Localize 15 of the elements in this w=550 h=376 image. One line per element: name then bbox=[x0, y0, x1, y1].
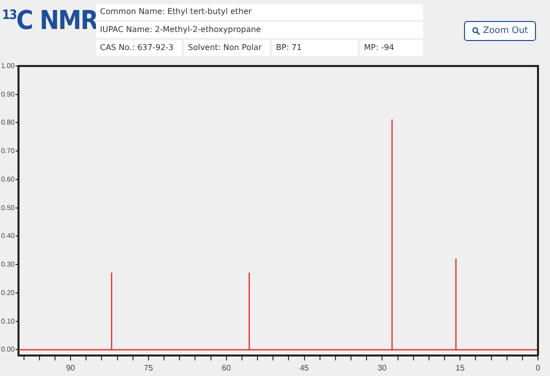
text: BP: 71 bbox=[272, 40, 358, 56]
x-tick-label: 75 bbox=[144, 363, 154, 372]
x-tick-label: 45 bbox=[300, 363, 310, 372]
text: IUPAC Name: 2-Methyl-2-ethoxypropane bbox=[96, 22, 423, 38]
text: Zoom Out bbox=[482, 25, 528, 38]
x-tick-label: 90 bbox=[66, 363, 76, 372]
x-tick-label: 15 bbox=[456, 363, 466, 372]
chart-title: $^{13}$C NMR bbox=[2, 6, 98, 36]
x-tick-label: 30 bbox=[378, 363, 388, 372]
x-tick-label: 60 bbox=[222, 363, 232, 372]
text: Common Name: Ethyl tert-butyl ether bbox=[96, 4, 423, 20]
text: Solvent: Non Polar bbox=[184, 40, 270, 56]
text: MP: -94 bbox=[360, 40, 423, 56]
x-tick-label: 0 bbox=[536, 363, 541, 372]
text: CAS No.: 637-92-3 bbox=[96, 40, 182, 56]
